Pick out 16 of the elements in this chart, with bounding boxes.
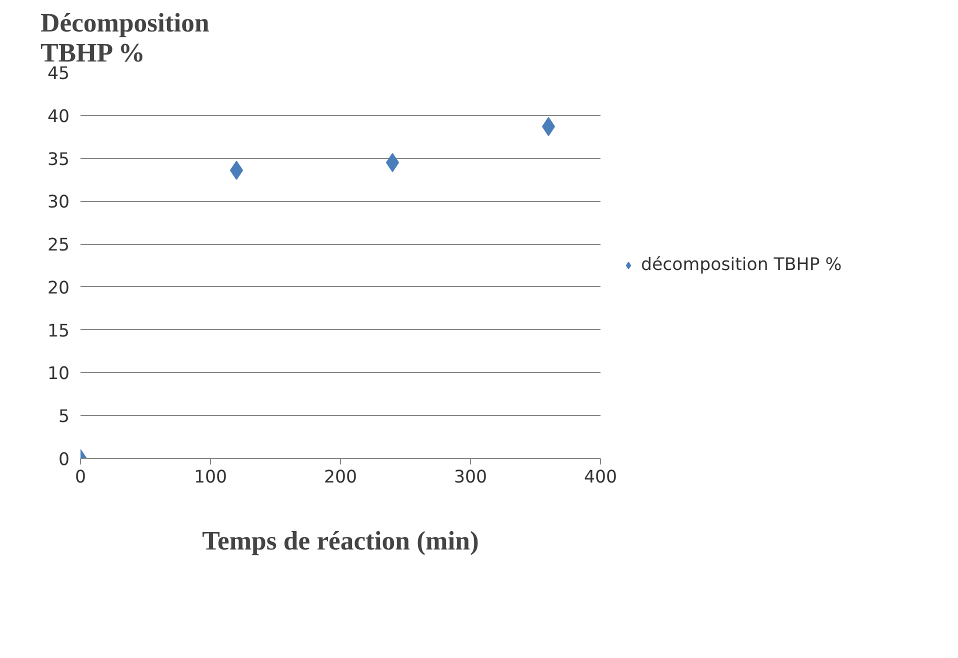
x-axis-title: Temps de réaction (min): [202, 526, 479, 556]
y-tick-label: 35: [47, 150, 70, 170]
y-tick-label: 40: [47, 106, 70, 127]
y-tick-label: 5: [58, 407, 70, 428]
y-tick-label: 15: [47, 321, 70, 342]
y-tick-label: 20: [47, 278, 70, 298]
x-tick-label: 0: [74, 468, 86, 488]
x-tick-label: 200: [324, 468, 358, 488]
y-tick-label: 10: [47, 364, 70, 384]
x-tick-label: 100: [194, 468, 228, 488]
y-tick-label: 0: [58, 450, 70, 470]
y-tick-label: 25: [47, 236, 70, 256]
y-tick-label: 30: [47, 192, 70, 213]
x-tick-label: 400: [584, 468, 618, 488]
x-tick-label: 300: [454, 468, 488, 488]
legend-label: décomposition TBHP %: [641, 255, 842, 275]
